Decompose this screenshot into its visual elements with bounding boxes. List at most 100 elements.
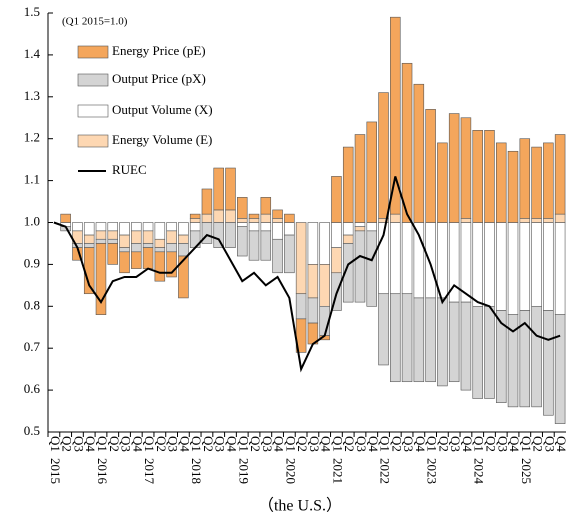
- bar-segment: [142, 247, 154, 269]
- bar-segment: [119, 247, 130, 253]
- bar-segment: [260, 222, 272, 232]
- bar-segment: [331, 222, 342, 248]
- bar-segment: [142, 222, 154, 232]
- x-tick-label: Q2: [436, 436, 451, 452]
- bar-segment: [131, 222, 142, 232]
- bar-segment: [507, 314, 519, 408]
- year-label: 2015: [48, 458, 63, 484]
- bar-segment: [437, 222, 448, 299]
- legend-swatch: [77, 104, 109, 118]
- bar-segment: [460, 301, 472, 391]
- bar-segment: [378, 92, 389, 219]
- bar-segment: [95, 222, 107, 232]
- bar-segment: [472, 305, 483, 399]
- y-tick-label: 0.7: [24, 339, 41, 354]
- x-tick-label: Q3: [542, 436, 557, 452]
- x-tick-label: Q1: [95, 436, 110, 452]
- bar-segment: [543, 310, 554, 416]
- bar-segment: [107, 243, 118, 265]
- bar-segment: [119, 234, 130, 248]
- bar-segment: [484, 130, 495, 223]
- bar-segment: [284, 213, 295, 223]
- year-label: 2022: [378, 458, 393, 484]
- bar-segment: [507, 150, 519, 223]
- bar-segment: [166, 243, 177, 253]
- bar-segment: [307, 297, 319, 324]
- bar-segment: [354, 230, 366, 303]
- bar-segment: [331, 247, 342, 274]
- bar-segment: [496, 222, 507, 311]
- bar-segment: [519, 222, 531, 311]
- x-tick-label: Q3: [307, 436, 322, 452]
- bar-segment: [119, 251, 130, 274]
- x-tick-label: Q1: [48, 436, 63, 452]
- y-tick-label: 0.6: [24, 381, 41, 396]
- x-tick-label: Q4: [224, 436, 239, 452]
- x-tick-label: Q4: [554, 436, 566, 452]
- legend-label: Energy Volume (E): [112, 132, 212, 147]
- bar-segment: [543, 142, 554, 219]
- bar-segment: [437, 297, 448, 387]
- bar-segment: [166, 222, 177, 232]
- bar-segment: [201, 213, 213, 223]
- y-tick-label: 0.5: [24, 423, 40, 438]
- bar-segment: [531, 146, 542, 219]
- bar-segment: [189, 213, 201, 219]
- bar-segment: [472, 130, 483, 223]
- bar-segment: [178, 234, 189, 244]
- bar-segment: [189, 218, 201, 223]
- x-tick-label: Q1: [378, 436, 393, 452]
- bar-segment: [331, 176, 342, 223]
- year-label: 2023: [425, 458, 440, 484]
- bar-segment: [83, 222, 95, 236]
- x-tick-label: Q3: [401, 436, 416, 452]
- bar-segment: [366, 121, 377, 223]
- x-tick-label: Q1: [519, 436, 534, 452]
- bar-segment: [248, 222, 260, 232]
- x-tick-label: Q2: [154, 436, 169, 452]
- bar-segment: [319, 222, 330, 265]
- bar-segment: [95, 230, 107, 240]
- x-tick-label: Q2: [60, 436, 75, 452]
- bar-segment: [142, 230, 154, 244]
- bar-segment: [225, 209, 236, 223]
- bar-segment: [496, 142, 507, 223]
- bar-segment: [460, 117, 472, 219]
- bar-segment: [307, 222, 319, 265]
- bar-segment: [131, 243, 142, 253]
- x-tick-label: Q3: [119, 436, 134, 452]
- y-tick-label: 1.0: [24, 213, 40, 228]
- bar-segment: [142, 243, 154, 248]
- bar-segment: [178, 222, 189, 236]
- bar-segment: [472, 222, 483, 307]
- bar-segment: [131, 251, 142, 269]
- bar-segment: [413, 83, 425, 223]
- year-label: 2025: [519, 458, 534, 484]
- bar-segment: [154, 238, 166, 248]
- bar-segment: [342, 234, 354, 244]
- x-tick-label: Q3: [166, 436, 181, 452]
- x-tick-label: Q4: [366, 436, 381, 452]
- x-tick-label: Q4: [272, 436, 287, 452]
- bar-segment: [401, 293, 413, 383]
- bar-segment: [543, 222, 554, 311]
- legend-swatch: [77, 134, 109, 148]
- y-tick-label: 1.1: [24, 172, 40, 187]
- legend-swatch: [77, 45, 109, 59]
- bar-segment: [272, 238, 283, 274]
- bar-segment: [237, 197, 248, 219]
- bar-segment: [484, 222, 495, 307]
- x-tick-label: Q1: [330, 436, 345, 452]
- bar-segment: [178, 255, 189, 299]
- bar-segment: [401, 222, 413, 295]
- bar-segment: [225, 167, 236, 211]
- bar-segment: [554, 134, 566, 215]
- bar-segment: [72, 222, 83, 232]
- bar-segment: [95, 238, 107, 244]
- x-tick-label: Q1: [189, 436, 204, 452]
- year-label: 2021: [330, 458, 345, 484]
- x-tick-label: Q1: [472, 436, 487, 452]
- x-tick-label: Q1: [236, 436, 251, 452]
- bar-segment: [166, 251, 177, 278]
